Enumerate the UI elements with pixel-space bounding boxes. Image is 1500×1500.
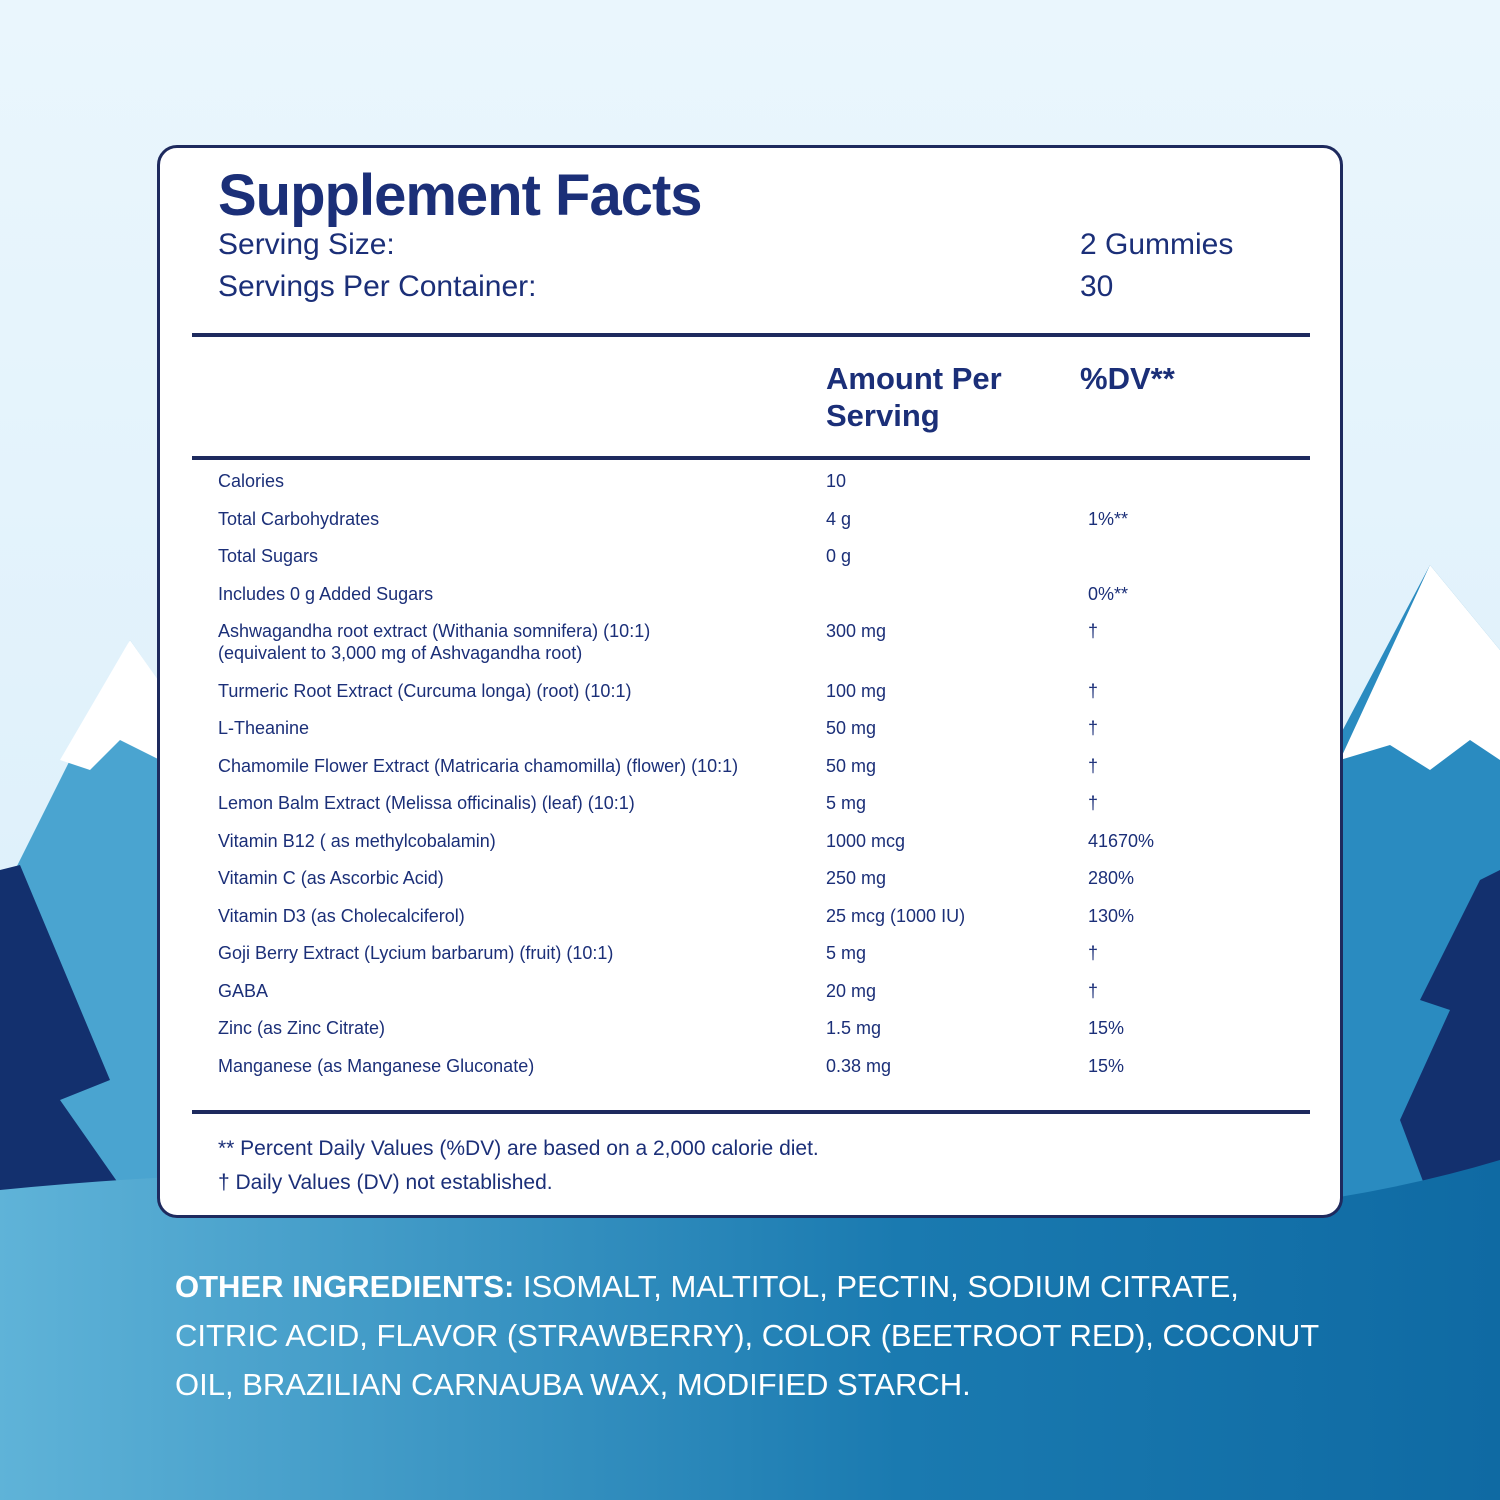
other-ingredients-label: OTHER INGREDIENTS:: [175, 1269, 515, 1304]
daily-value: †: [1088, 755, 1099, 776]
table-row: Lemon Balm Extract (Melissa officinalis)…: [218, 792, 1298, 814]
ingredient-name: L-Theanine: [218, 718, 310, 738]
table-row: Chamomile Flower Extract (Matricaria cha…: [218, 755, 1298, 777]
daily-value: 130%: [1088, 905, 1135, 926]
table-row: Total Carbohydrates 4 g 1%**: [218, 508, 1298, 530]
daily-value: 1%**: [1088, 508, 1129, 529]
ingredient-name: Lemon Balm Extract (Melissa officinalis)…: [218, 793, 635, 813]
amount: 250 mg: [826, 868, 887, 888]
ingredient-name: Manganese (as Manganese Gluconate): [218, 1055, 535, 1076]
other-ingredients: OTHER INGREDIENTS: ISOMALT, MALTITOL, PE…: [175, 1262, 1335, 1409]
daily-value: †: [1088, 980, 1099, 1001]
table-row: GABA 20 mg †: [218, 980, 1298, 1002]
daily-value: †: [1088, 621, 1099, 641]
title: Supplement Facts: [218, 163, 703, 228]
rule: [192, 456, 1310, 460]
ingredient-name: Total Carbohydrates: [218, 508, 380, 529]
serving-size: 2 Gummies: [1080, 228, 1234, 261]
table-row: Turmeric Root Extract (Curcuma longa) (r…: [218, 680, 1298, 702]
facts-panel: Supplement Facts Serving Size: 2 Gummies…: [157, 145, 1343, 1218]
servings: 30: [1080, 270, 1114, 303]
amount: 100 mg: [826, 680, 887, 701]
daily-value: 41670%: [1088, 830, 1155, 851]
footnote: ** Percent Daily Values (%DV) are based …: [218, 1137, 819, 1160]
amount: 50 mg: [826, 718, 877, 738]
servings-label: Servings Per Container:: [218, 270, 537, 303]
daily-value: †: [1088, 680, 1099, 701]
amount: 5 mg: [826, 943, 867, 963]
table-row: Vitamin C (as Ascorbic Acid) 250 mg 280%: [218, 867, 1298, 889]
table-row: Manganese (as Manganese Gluconate) 0.38 m…: [218, 1055, 1298, 1077]
table-row: Total Sugars 0 g: [218, 545, 1298, 567]
table-row: Calories 10: [218, 470, 1298, 492]
table: Calories 10 Total Carbohydrates 4 g 1%** Tota…: [218, 470, 1298, 1092]
column-header: Amount Per Serving: [826, 361, 1002, 433]
amount: 10: [826, 471, 847, 491]
ingredient-name: Zinc (as Zinc Citrate): [218, 1018, 386, 1038]
amount: 25 mcg (1000 IU): [826, 905, 966, 926]
ingredient-name: GABA: [218, 980, 269, 1001]
amount: 4 g: [826, 508, 852, 529]
amount: 0.38 mg: [826, 1055, 892, 1076]
serving-size-label: Serving Size:: [218, 228, 395, 261]
amount: 50 mg: [826, 755, 877, 776]
amount: 20 mg: [826, 980, 877, 1001]
ingredient-note: (equivalent to 3,000 mg of Ashvagandha r…: [218, 643, 583, 663]
table-row: Zinc (as Zinc Citrate) 1.5 mg 15%: [218, 1017, 1298, 1039]
column-header: %DV**: [1080, 361, 1175, 396]
rule: [192, 333, 1310, 337]
rule: [192, 1110, 1310, 1114]
daily-value: 280%: [1088, 868, 1135, 888]
amount: 1000 mcg: [826, 830, 906, 851]
ingredient-name: Turmeric Root Extract (Curcuma longa) (r…: [218, 680, 632, 701]
ingredient-name: Vitamin D3 (as Cholecalciferol): [218, 905, 465, 926]
table-row: Ashwagandha root extract (Withania somni…: [218, 620, 1298, 664]
table-row: Goji Berry Extract (Lycium barbarum) (fr…: [218, 942, 1298, 964]
ingredient-name: Ashwagandha root extract (Withania somni…: [218, 621, 651, 641]
footnote: † Daily Values (DV) not established.: [218, 1171, 553, 1194]
other-ingredients-text: ISOMALT, MALTITOL, PECTIN, SODIUM CITRAT…: [175, 1269, 1319, 1402]
table-row: Vitamin B12 ( as methylcobalamin) 1000 mc…: [218, 830, 1298, 852]
amount: 300 mg: [826, 621, 887, 641]
ingredient-name: Calories: [218, 471, 285, 491]
table-row: Includes 0 g Added Sugars 0%**: [218, 583, 1298, 605]
ingredient-name: Chamomile Flower Extract (Matricaria cha…: [218, 755, 739, 776]
table-row: L-Theanine 50 mg †: [218, 717, 1298, 739]
amount: 5 mg: [826, 793, 867, 813]
ingredient-name: Vitamin B12 ( as methylcobalamin): [218, 830, 496, 851]
amount: 0 g: [826, 546, 852, 566]
daily-value: †: [1088, 943, 1099, 963]
daily-value: 0%**: [1088, 583, 1129, 604]
ingredient-name: Vitamin C (as Ascorbic Acid): [218, 868, 444, 888]
daily-value: †: [1088, 793, 1099, 813]
table-row: Vitamin D3 (as Cholecalciferol) 25 mcg (1…: [218, 905, 1298, 927]
amount: 1.5 mg: [826, 1018, 882, 1038]
daily-value: †: [1088, 718, 1099, 738]
ingredient-name: Includes 0 g Added Sugars: [218, 583, 434, 604]
ingredient-name: Total Sugars: [218, 546, 319, 566]
daily-value: 15%: [1088, 1055, 1125, 1076]
ingredient-name: Goji Berry Extract (Lycium barbarum) (fr…: [218, 943, 614, 963]
daily-value: 15%: [1088, 1018, 1125, 1038]
